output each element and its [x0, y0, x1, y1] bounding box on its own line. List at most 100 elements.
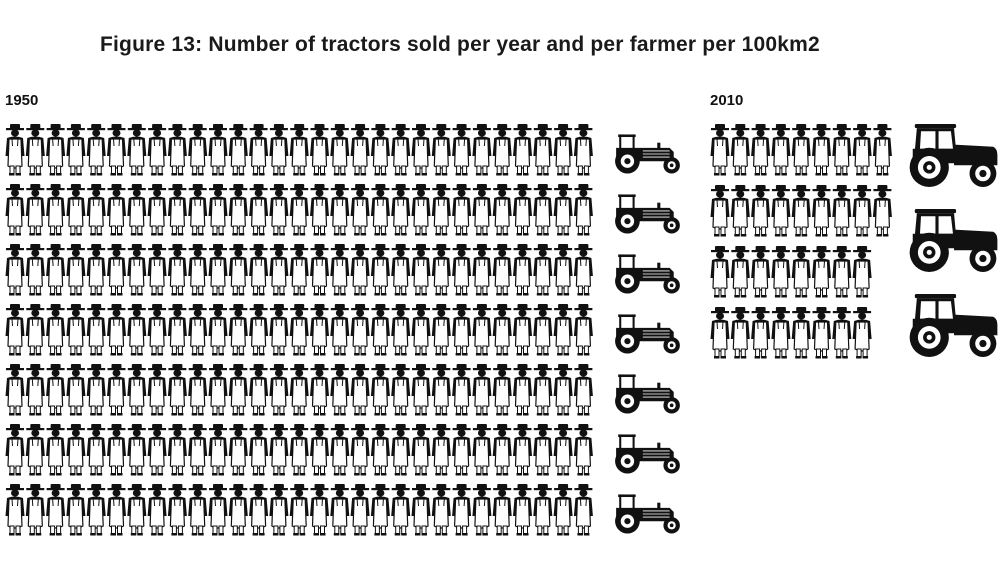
farmer-icon [309, 424, 330, 476]
farmer-icon [126, 124, 147, 176]
farmer-icon [5, 244, 25, 296]
farmer-icon [187, 124, 208, 176]
farmer-icon [65, 424, 86, 476]
farmer-icon [228, 484, 249, 536]
farmer-icon [770, 307, 791, 359]
farmer-icon [309, 304, 330, 356]
farmer-icon [370, 484, 391, 536]
farmer-icon [106, 364, 127, 416]
farmer-icon [710, 307, 730, 359]
farmer-icon [411, 184, 431, 236]
tractor-icon [614, 253, 681, 295]
farmer-icon [45, 364, 66, 416]
farmer-icon [512, 124, 533, 176]
farmer-icon [370, 124, 391, 176]
farmer-icon [532, 304, 553, 356]
farmer-icon [309, 364, 330, 416]
farmer-icon [770, 185, 791, 237]
farmer-icon [512, 424, 533, 476]
farmer-icon [187, 244, 208, 296]
farmer-icon [852, 124, 873, 176]
farmer-icon [45, 244, 66, 296]
farmer-icon [228, 424, 249, 476]
farmer-icon [25, 124, 46, 176]
farmer-icon [553, 184, 574, 236]
chart-title: Figure 13: Number of tractors sold per y… [100, 33, 820, 56]
farmer-icon [831, 124, 852, 176]
farmer-icon [532, 244, 553, 296]
farmer-icon [350, 244, 371, 296]
tractor-icon [614, 133, 681, 175]
farmer-icon [5, 124, 25, 176]
farmer-icon [852, 185, 873, 237]
farmer-icon [126, 424, 147, 476]
farmer-icon [390, 424, 411, 476]
farmer-icon [370, 304, 391, 356]
farmer-icon [471, 364, 492, 416]
farmer-icon [872, 185, 893, 237]
farmer-icon [25, 424, 46, 476]
farmer-icon [350, 184, 371, 236]
farmer-icon [451, 424, 472, 476]
farmer-icon [228, 244, 249, 296]
farmer-icon [45, 484, 66, 536]
farmer-icon [268, 124, 289, 176]
farmer-icon [147, 124, 168, 176]
farmer-icon [730, 124, 751, 176]
farmer-icon [791, 124, 812, 176]
farmer-icon [329, 124, 350, 176]
farmer-icon [5, 424, 25, 476]
farmer-icon [86, 484, 107, 536]
farmer-icon [553, 304, 574, 356]
farmer-icon [750, 246, 771, 298]
tractor-icon [614, 313, 681, 355]
farmer-icon [431, 424, 452, 476]
farmer-icon [512, 184, 533, 236]
farmer-icon [187, 424, 208, 476]
farmer-icon [451, 484, 472, 536]
farmer-icon [471, 124, 492, 176]
farmer-icon [289, 364, 310, 416]
farmer-icon [411, 304, 431, 356]
farmer-icon [167, 484, 188, 536]
farmer-icon [370, 364, 391, 416]
farmer-icon [451, 124, 472, 176]
farmer-icon [309, 124, 330, 176]
farmer-icon [370, 424, 391, 476]
farmer-icon [25, 244, 46, 296]
farmer-icon [471, 244, 492, 296]
farmer-icon [553, 244, 574, 296]
farmer-icon [573, 304, 594, 356]
farmer-icon [45, 424, 66, 476]
farmer-icon [329, 424, 350, 476]
farmer-icon [492, 124, 513, 176]
farmer-icon [471, 484, 492, 536]
farmer-icon [268, 484, 289, 536]
farmer-icon [350, 304, 371, 356]
panel-label-2010: 2010 [710, 92, 744, 109]
farmer-icon [791, 307, 812, 359]
farmer-icon [5, 484, 25, 536]
farmer-icon [268, 364, 289, 416]
farmer-icon [147, 364, 168, 416]
farmer-icon [852, 246, 873, 298]
farmer-icon [750, 307, 771, 359]
farmer-icon [268, 424, 289, 476]
farmer-icon [208, 124, 228, 176]
farmer-icon [872, 124, 893, 176]
farmer-icon [471, 304, 492, 356]
farmer-icon [65, 124, 86, 176]
farmer-icon [471, 184, 492, 236]
farmer-icon [25, 364, 46, 416]
farmer-icon [390, 124, 411, 176]
farmer-icon [289, 184, 310, 236]
farmer-icon [411, 484, 431, 536]
farmer-icon [147, 484, 168, 536]
farmer-icon [86, 124, 107, 176]
farmer-icon [65, 184, 86, 236]
farmer-icon [431, 364, 452, 416]
farmer-icon [45, 304, 66, 356]
farmer-icon [553, 124, 574, 176]
farmer-icon [65, 364, 86, 416]
tractor-icon [614, 193, 681, 235]
